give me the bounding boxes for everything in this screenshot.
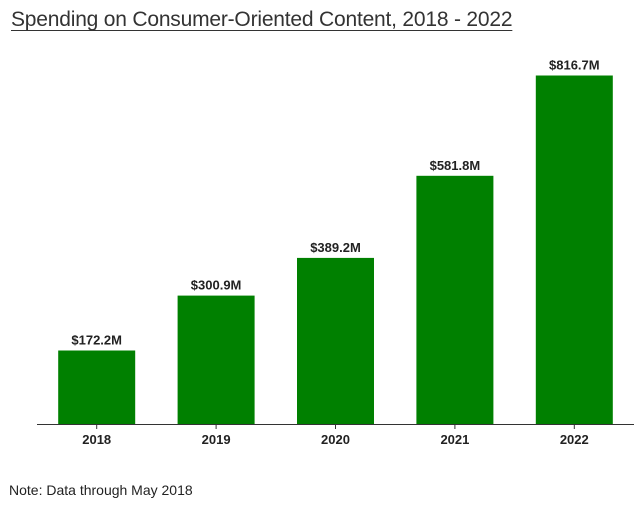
chart-title: Spending on Consumer-Oriented Content, 2… xyxy=(11,8,513,31)
x-tick-label-2019: 2019 xyxy=(202,432,231,447)
bar-value-label-2020: $389.2M xyxy=(310,240,361,255)
x-axis-tick-labels-group: 2018 2019 2020 2021 2022 xyxy=(82,432,589,447)
bar-2022 xyxy=(535,75,613,424)
bar-chart: $172.2M $300.9M $389.2M $581.8M $816.7M 2018… xyxy=(37,58,634,447)
x-tick-label-2020: 2020 xyxy=(321,432,350,447)
bars-group xyxy=(58,75,613,424)
x-tick-label-2021: 2021 xyxy=(440,432,469,447)
x-axis-ticks-group xyxy=(96,424,575,429)
bar-value-label-2022: $816.7M xyxy=(549,58,600,73)
x-tick-label-2018: 2018 xyxy=(82,432,111,447)
bar-value-label-2021: $581.8M xyxy=(430,158,481,173)
x-tick-label-2022: 2022 xyxy=(560,432,589,447)
bar-2018 xyxy=(58,350,136,424)
footnote: Note: Data through May 2018 xyxy=(9,482,193,498)
bar-value-label-2018: $172.2M xyxy=(71,333,122,348)
bar-2020 xyxy=(297,257,374,424)
bar-value-label-2019: $300.9M xyxy=(191,278,242,293)
bar-2021 xyxy=(416,175,494,424)
bar-2019 xyxy=(177,295,255,424)
value-labels-group: $172.2M $300.9M $389.2M $581.8M $816.7M xyxy=(71,58,599,348)
